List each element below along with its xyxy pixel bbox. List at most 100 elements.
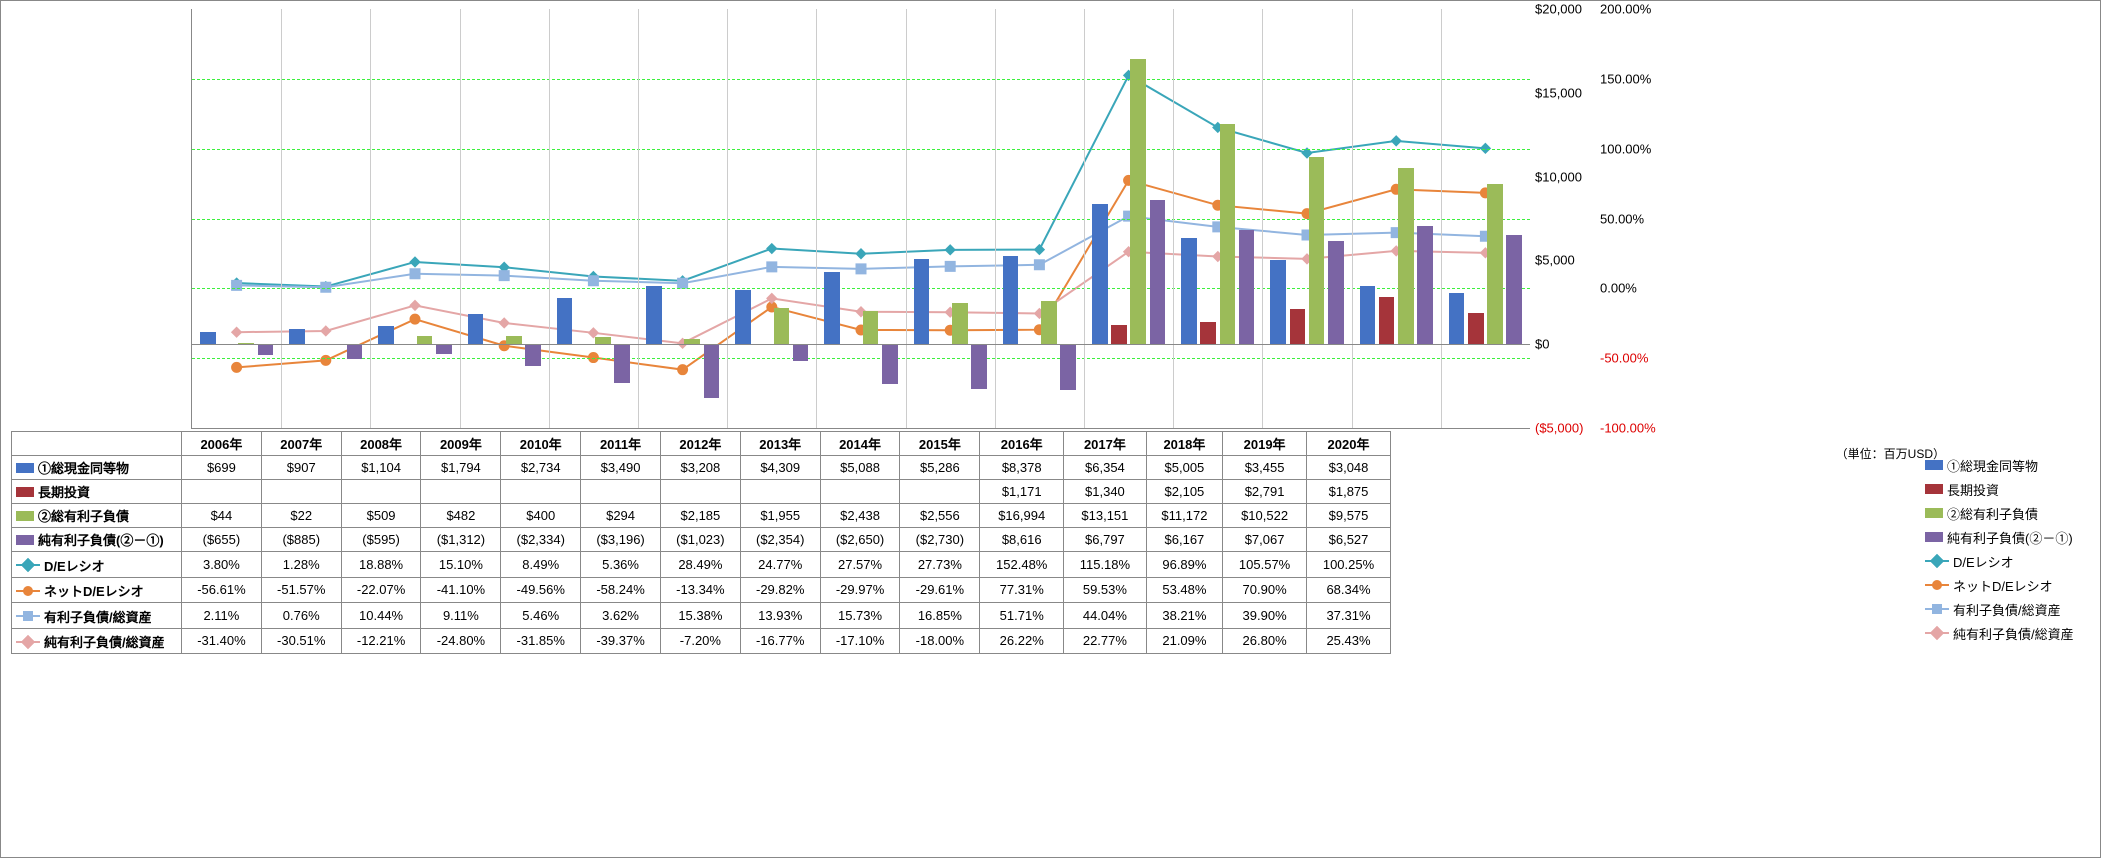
- bar-cash: [1092, 204, 1108, 344]
- cell: 152.48%: [980, 552, 1064, 578]
- cell: $1,875: [1307, 480, 1391, 504]
- cell: $5,088: [820, 456, 900, 480]
- cell: 0.76%: [261, 603, 341, 629]
- row-header-longinv: 長期投資: [12, 480, 182, 504]
- cell: -17.10%: [820, 628, 900, 654]
- cell: -58.24%: [581, 577, 661, 603]
- line-de: [237, 75, 1486, 286]
- marker-de: [588, 271, 598, 281]
- cell: 16.85%: [900, 603, 980, 629]
- cell: -29.97%: [820, 577, 900, 603]
- cell: [501, 480, 581, 504]
- legend-item-cash: ①総現金同等物: [1925, 453, 2085, 477]
- cell: 15.38%: [660, 603, 740, 629]
- cell: $7,067: [1223, 528, 1307, 552]
- bar-debt: [774, 308, 790, 345]
- cell: [660, 480, 740, 504]
- cell: 5.46%: [501, 603, 581, 629]
- vgridline: [995, 9, 996, 428]
- vgridline: [816, 9, 817, 428]
- y1-tick: ($5,000): [1535, 421, 1590, 436]
- cell: 26.22%: [980, 628, 1064, 654]
- marker-de: [321, 282, 331, 292]
- cell: 26.80%: [1223, 628, 1307, 654]
- y2-tick: -50.00%: [1600, 351, 1660, 366]
- cell: $9,575: [1307, 504, 1391, 528]
- cell: $1,104: [341, 456, 421, 480]
- cell: [341, 480, 421, 504]
- bar-netdebt: [704, 344, 720, 398]
- bar-debt: [1398, 168, 1414, 344]
- cell: 70.90%: [1223, 577, 1307, 603]
- cell: -56.61%: [182, 577, 262, 603]
- cell: $907: [261, 456, 341, 480]
- cell: $2,556: [900, 504, 980, 528]
- cell: $5,286: [900, 456, 980, 480]
- cell: $13,151: [1064, 504, 1147, 528]
- row-header-netdebt: 純有利子負債(②－①): [12, 528, 182, 552]
- cell: 3.80%: [182, 552, 262, 578]
- cell: 18.88%: [341, 552, 421, 578]
- bar-cash: [289, 329, 305, 344]
- cell: 100.25%: [1307, 552, 1391, 578]
- cell: 9.11%: [421, 603, 501, 629]
- cell: 38.21%: [1146, 603, 1223, 629]
- marker-debtasset: [856, 264, 866, 274]
- bar-cash: [735, 290, 751, 344]
- bar-netdebt: [347, 344, 363, 359]
- bar-debt: [1309, 157, 1325, 344]
- bar-longinv: [1200, 322, 1216, 344]
- row-header-debt: ②総有利子負債: [12, 504, 182, 528]
- cell: -16.77%: [740, 628, 820, 654]
- marker-de: [856, 249, 866, 259]
- row-header-netdebtasset: 純有利子負債/総資産: [12, 628, 182, 654]
- data-table: 2006年2007年2008年2009年2010年2011年2012年2013年…: [11, 431, 1391, 654]
- line-debtasset: [237, 216, 1486, 287]
- legend: ①総現金同等物長期投資②総有利子負債純有利子負債(②－①)D/EレシオネットD/…: [1925, 453, 2085, 645]
- marker-netdebtasset: [767, 293, 777, 303]
- bar-cash: [557, 298, 573, 344]
- cell: -13.34%: [660, 577, 740, 603]
- cell: $1,340: [1064, 480, 1147, 504]
- bar-netdebt: [1417, 226, 1433, 344]
- vgridline: [727, 9, 728, 428]
- cell: $3,490: [581, 456, 661, 480]
- cell: -7.20%: [660, 628, 740, 654]
- marker-netde: [410, 314, 420, 324]
- year-header: 2016年: [980, 432, 1064, 456]
- bar-netdebt: [1239, 230, 1255, 344]
- vgridline: [906, 9, 907, 428]
- cell: 10.44%: [341, 603, 421, 629]
- marker-netdebtasset: [588, 328, 598, 338]
- year-header: 2020年: [1307, 432, 1391, 456]
- legend-item-longinv: 長期投資: [1925, 477, 2085, 501]
- marker-de: [232, 278, 242, 288]
- gridline: [192, 79, 1530, 80]
- marker-debtasset: [410, 269, 420, 279]
- year-header: 2012年: [660, 432, 740, 456]
- bar-netdebt: [258, 344, 274, 355]
- cell: $3,455: [1223, 456, 1307, 480]
- cell: 39.90%: [1223, 603, 1307, 629]
- year-header: 2011年: [581, 432, 661, 456]
- chart-container: ($5,000)$0$5,000$10,000$15,000$20,000-10…: [0, 0, 2101, 858]
- cell: ($3,196): [581, 528, 661, 552]
- bar-netdebt: [971, 344, 987, 388]
- y1-tick: $0: [1535, 337, 1590, 352]
- bar-debt: [1487, 184, 1503, 344]
- cell: [421, 480, 501, 504]
- row-header-cash: ①総現金同等物: [12, 456, 182, 480]
- marker-debtasset: [499, 271, 509, 281]
- y1-tick: $5,000: [1535, 253, 1590, 268]
- cell: 96.89%: [1146, 552, 1223, 578]
- marker-de: [499, 262, 509, 272]
- year-header: 2013年: [740, 432, 820, 456]
- vgridline: [638, 9, 639, 428]
- cell: $699: [182, 456, 262, 480]
- cell: 24.77%: [740, 552, 820, 578]
- bar-netdebt: [525, 344, 541, 366]
- cell: 25.43%: [1307, 628, 1391, 654]
- cell: -49.56%: [501, 577, 581, 603]
- year-header: 2018年: [1146, 432, 1223, 456]
- cell: ($2,334): [501, 528, 581, 552]
